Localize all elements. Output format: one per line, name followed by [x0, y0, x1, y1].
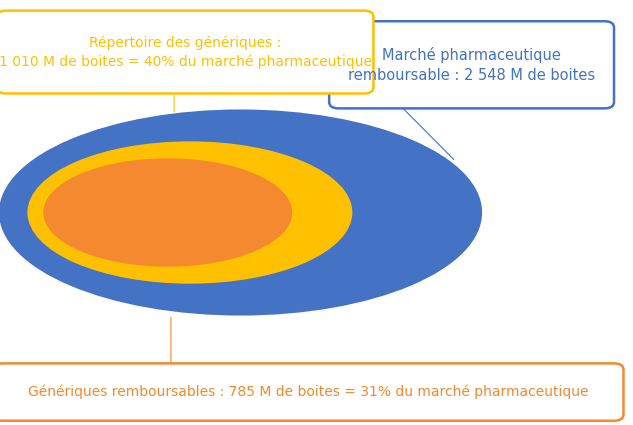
Text: Génériques remboursables : 785 M de boites = 31% du marché pharmaceutique: Génériques remboursables : 785 M de boit…	[28, 385, 589, 399]
Text: Répertoire des génériques :
1 010 M de boites = 40% du marché pharmaceutique: Répertoire des génériques : 1 010 M de b…	[0, 35, 372, 69]
FancyBboxPatch shape	[0, 11, 373, 94]
Ellipse shape	[44, 159, 291, 266]
FancyBboxPatch shape	[0, 363, 624, 421]
Text: Marché pharmaceutique
remboursable : 2 548 M de boites: Marché pharmaceutique remboursable : 2 5…	[348, 47, 595, 83]
Ellipse shape	[0, 110, 481, 314]
Ellipse shape	[28, 142, 351, 283]
FancyBboxPatch shape	[329, 21, 614, 108]
